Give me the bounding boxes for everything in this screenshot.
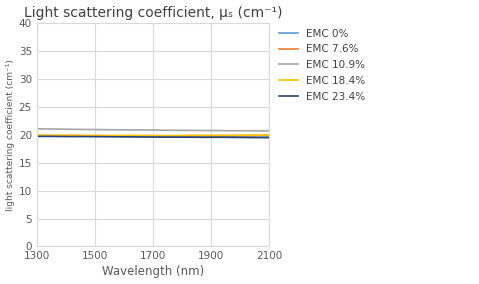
EMC 18.4% (171, 134, 177, 137)
Line: EMC 0%: EMC 0% (37, 136, 269, 137)
EMC 0% (189, 135, 195, 138)
Line: EMC 18.4%: EMC 18.4% (37, 135, 269, 136)
EMC 18.4% (209, 134, 215, 137)
EMC 18.4% (171, 134, 177, 137)
EMC 18.4% (75, 134, 81, 137)
EMC 23.4% (94, 135, 100, 138)
EMC 7.6% (261, 133, 266, 137)
EMC 7.6% (209, 134, 215, 137)
EMC 7.6% (75, 134, 81, 137)
EMC 18.4% (94, 134, 100, 137)
EMC 10.9% (171, 129, 177, 132)
EMC 7.6% (34, 134, 40, 137)
EMC 7.6% (161, 134, 167, 138)
EMC 7.6% (139, 134, 145, 137)
EMC 18.4% (139, 134, 145, 137)
Legend: EMC 0%, EMC 7.6%, EMC 10.9%, EMC 18.4%, EMC 23.4%: EMC 0%, EMC 7.6%, EMC 10.9%, EMC 18.4%, … (279, 29, 365, 102)
EMC 0% (139, 135, 145, 138)
EMC 23.4% (34, 135, 40, 138)
EMC 23.4% (47, 135, 53, 138)
EMC 23.4% (261, 136, 266, 139)
EMC 10.9% (266, 129, 272, 133)
Line: EMC 10.9%: EMC 10.9% (37, 129, 269, 131)
EMC 10.9% (189, 129, 195, 132)
EMC 0% (75, 134, 81, 138)
EMC 18.4% (190, 134, 195, 137)
EMC 7.6% (94, 134, 100, 137)
EMC 7.6% (171, 134, 177, 137)
EMC 0% (34, 134, 40, 137)
EMC 10.9% (94, 128, 100, 131)
EMC 7.6% (190, 134, 195, 137)
EMC 0% (209, 135, 215, 139)
EMC 18.4% (266, 133, 272, 137)
X-axis label: Wavelength (nm): Wavelength (nm) (102, 266, 204, 278)
EMC 10.9% (139, 128, 145, 132)
Y-axis label: light scattering coefficient (cm⁻¹): light scattering coefficient (cm⁻¹) (6, 59, 14, 211)
EMC 23.4% (266, 136, 272, 139)
EMC 23.4% (209, 135, 215, 139)
EMC 0% (266, 135, 272, 139)
Line: EMC 7.6%: EMC 7.6% (37, 135, 269, 136)
EMC 23.4% (190, 135, 195, 139)
EMC 10.9% (209, 129, 215, 132)
Title: Light scattering coefficient, μₛ (cm⁻¹): Light scattering coefficient, μₛ (cm⁻¹) (24, 6, 282, 20)
EMC 23.4% (171, 135, 177, 139)
EMC 18.4% (34, 133, 40, 137)
EMC 10.9% (75, 128, 81, 131)
Line: EMC 23.4%: EMC 23.4% (37, 136, 269, 138)
EMC 7.6% (266, 134, 272, 137)
EMC 10.9% (34, 127, 40, 131)
EMC 0% (171, 135, 177, 138)
EMC 23.4% (76, 135, 81, 138)
EMC 23.4% (139, 135, 145, 139)
EMC 10.9% (264, 129, 270, 133)
EMC 0% (94, 134, 100, 138)
EMC 0% (265, 135, 271, 139)
